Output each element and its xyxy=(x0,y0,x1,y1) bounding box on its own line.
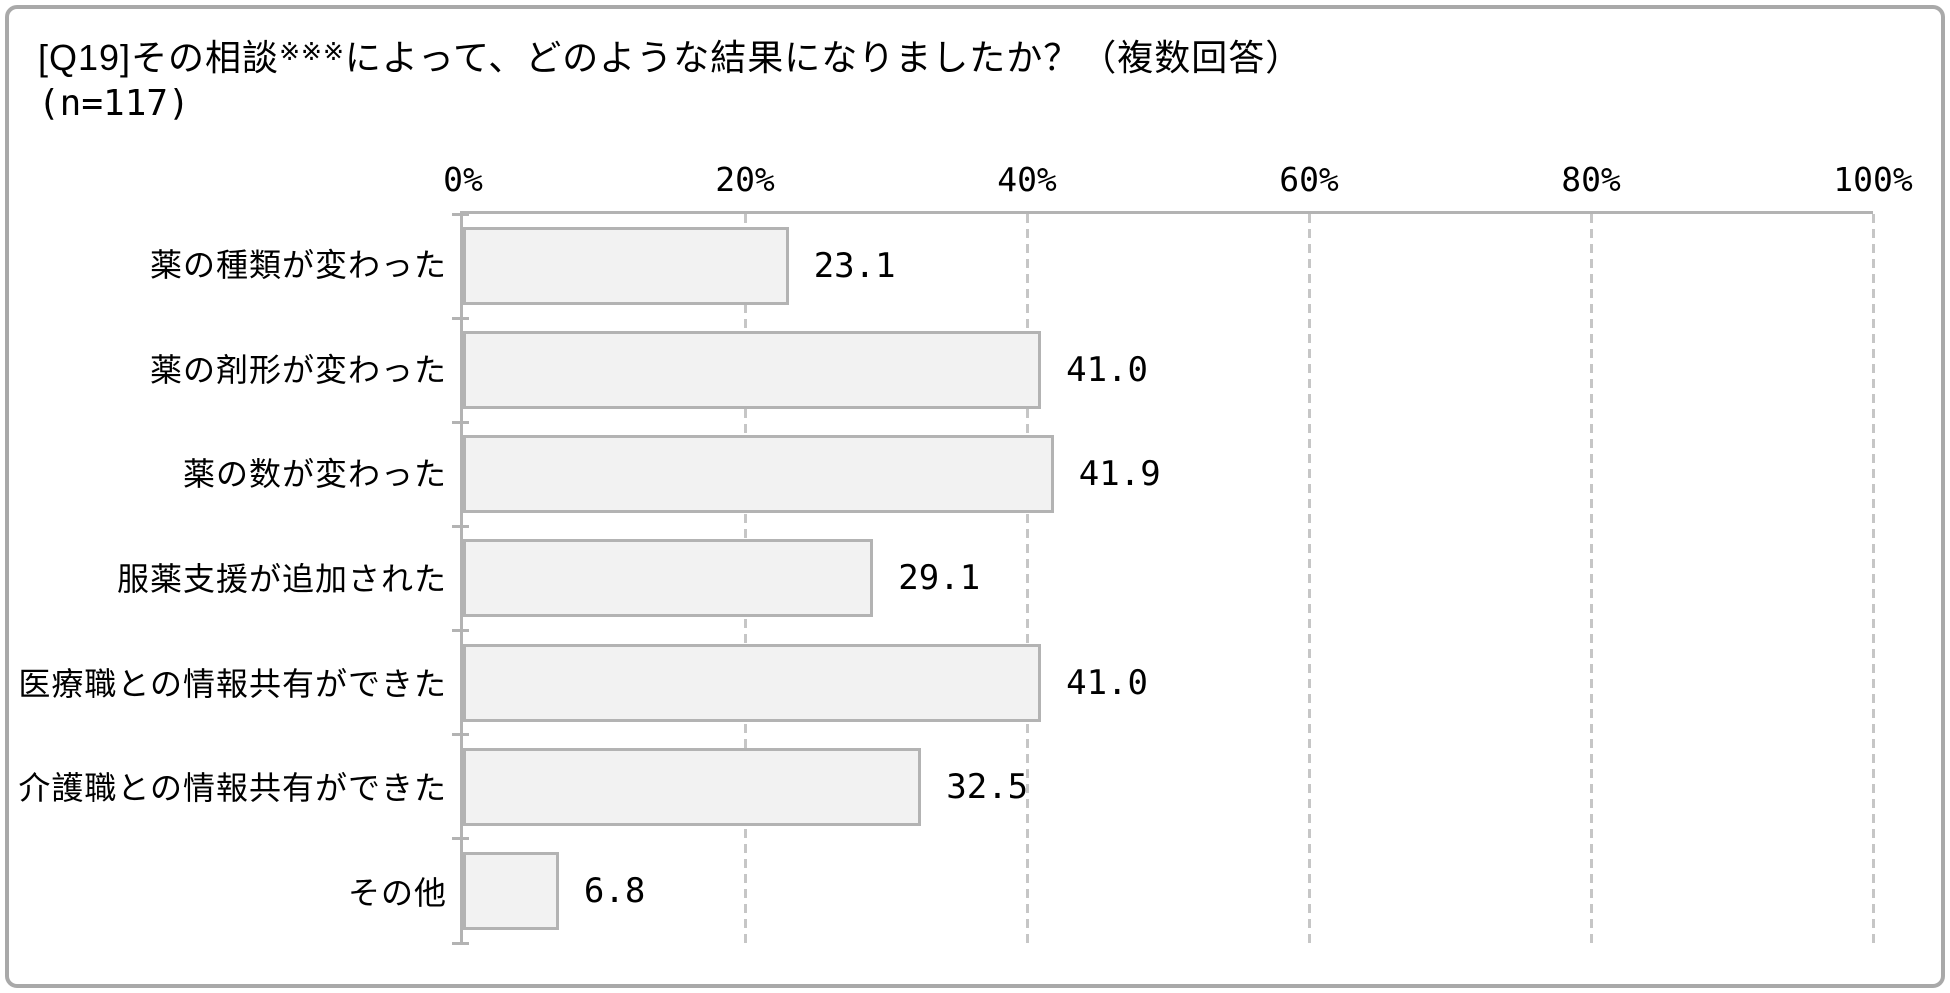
chart-title: [Q19]その相談※※※によって、どのような結果になりましたか？（複数回答） xyxy=(38,26,1302,84)
category-label: 服薬支援が追加された xyxy=(116,561,447,598)
bar-row: 32.5 xyxy=(463,735,1873,839)
category-axis-tick xyxy=(452,733,469,737)
x-axis-tick-label: 40% xyxy=(997,160,1057,199)
chart-title-prefix: [Q19]その相談 xyxy=(38,37,280,78)
chart-title-superscript: ※※※ xyxy=(279,38,345,66)
category-label: 医療職との情報共有ができた xyxy=(18,665,447,702)
bar-row: 23.1 xyxy=(463,214,1873,318)
category-axis-tick xyxy=(452,524,469,528)
gridline xyxy=(1025,214,1029,943)
gridline xyxy=(1871,214,1875,943)
gridline xyxy=(1589,214,1593,943)
bar xyxy=(463,643,1042,722)
bar-row: 41.0 xyxy=(463,631,1873,735)
bar xyxy=(463,227,789,306)
bar-value-label: 32.5 xyxy=(946,766,1029,807)
category-axis-tick xyxy=(452,941,469,945)
bar-value-label: 29.1 xyxy=(898,558,981,599)
chart-title-suffix: によって、どのような結果になりましたか？（複数回答） xyxy=(344,37,1303,78)
bar xyxy=(463,747,922,826)
x-axis-tick-label: 60% xyxy=(1279,160,1339,199)
bar-value-label: 41.0 xyxy=(1066,350,1148,391)
category-label: その他 xyxy=(347,874,447,911)
x-axis-tick-label: 0% xyxy=(443,160,483,199)
bar-value-label: 41.0 xyxy=(1066,662,1148,703)
bar-row: 41.9 xyxy=(463,422,1873,526)
x-axis-tick-label: 80% xyxy=(1561,160,1621,199)
bar-row: 6.8 xyxy=(463,839,1873,943)
category-axis-tick xyxy=(452,420,469,424)
x-axis-tick-label: 100% xyxy=(1833,160,1913,199)
category-label: 薬の種類が変わった xyxy=(149,247,447,284)
category-label: 介護職との情報共有ができた xyxy=(18,770,447,807)
category-axis-tick xyxy=(452,629,469,633)
sample-size-label: (n=117) xyxy=(38,83,190,124)
bar-value-label: 6.8 xyxy=(583,870,646,911)
x-axis-tick-label: 20% xyxy=(715,160,775,199)
category-axis-labels: 薬の種類が変わった 薬の剤形が変わった 薬の数が変わった 服薬支援が追加された … xyxy=(0,211,447,943)
plot-area: 23.1 41.0 41.9 29.1 41.0 32.5 6.8 xyxy=(452,211,1875,945)
category-axis-tick xyxy=(452,837,469,841)
category-label: 薬の数が変わった xyxy=(182,456,447,493)
bar-value-label: 41.9 xyxy=(1078,454,1161,495)
bar-series: 23.1 41.0 41.9 29.1 41.0 32.5 6.8 xyxy=(463,214,1873,943)
bar-value-label: 23.1 xyxy=(813,246,896,287)
bar xyxy=(463,539,874,618)
bar xyxy=(463,331,1042,410)
bar-row: 29.1 xyxy=(463,526,1873,630)
bar xyxy=(463,435,1054,514)
category-axis-tick xyxy=(452,316,469,320)
bar-row: 41.0 xyxy=(463,318,1873,422)
gridline xyxy=(1307,214,1311,943)
category-label: 薬の剤形が変わった xyxy=(149,351,447,388)
category-axis-tick xyxy=(452,212,469,216)
bar xyxy=(463,851,559,930)
